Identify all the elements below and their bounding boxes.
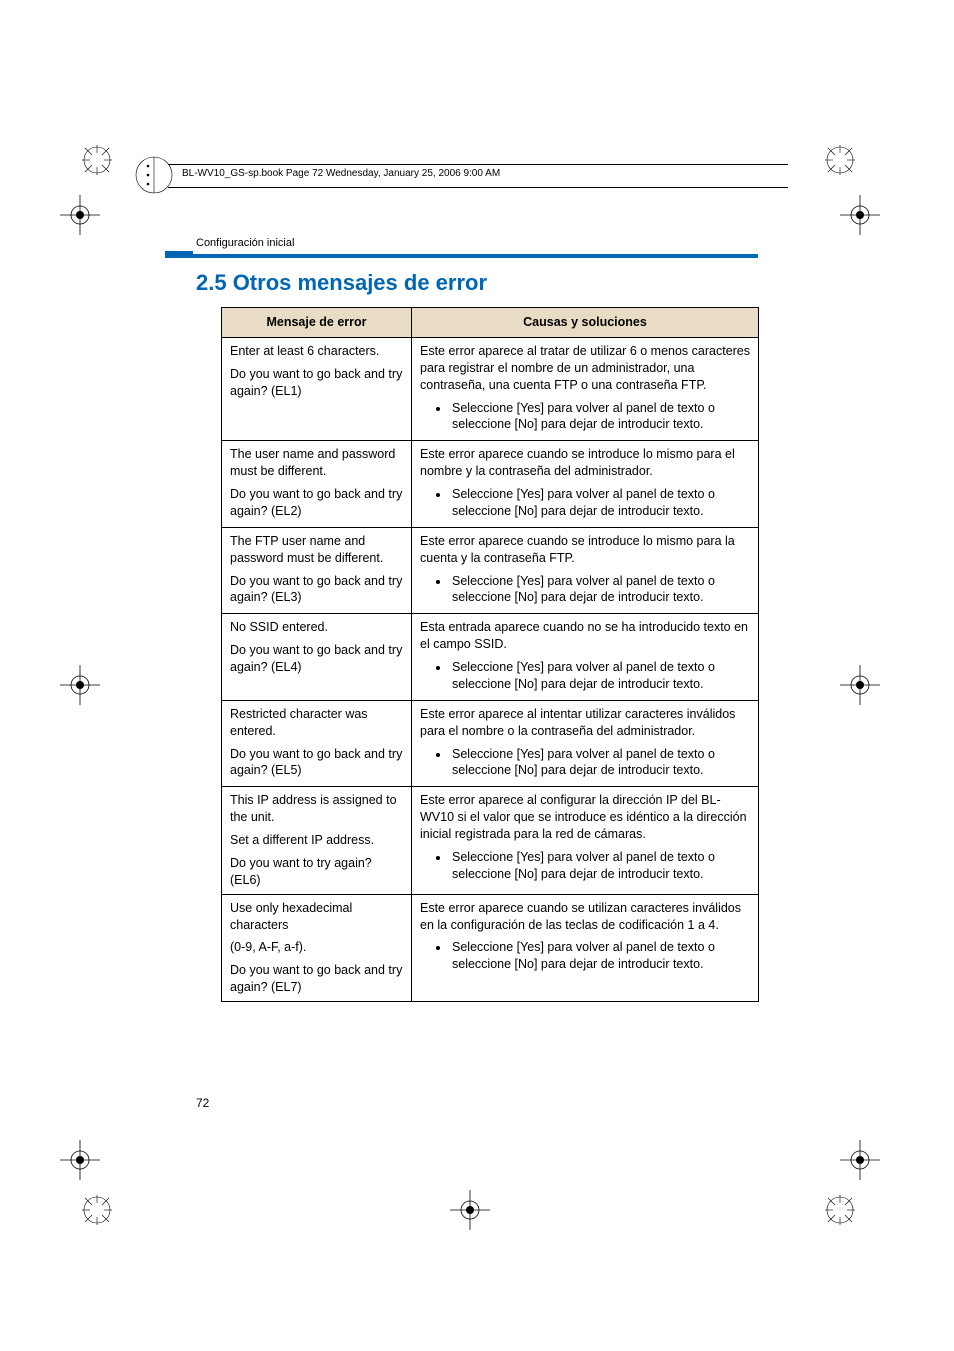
cause-cell: Este error aparece cuando se utilizan ca… [412,894,759,1001]
solution-list: Seleccione [Yes] para volver al panel de… [420,486,750,520]
col-header-message: Mensaje de error [222,308,412,338]
error-message-line: Do you want to go back and try again? (E… [230,573,403,607]
cause-cell: Este error aparece al tratar de utilizar… [412,337,759,440]
error-message-cell: The FTP user name and password must be d… [222,527,412,614]
solution-list: Seleccione [Yes] para volver al panel de… [420,746,750,780]
error-message-line: Restricted character was entered. [230,706,403,740]
cause-cell: Este error aparece cuando se introduce l… [412,441,759,528]
solution-list: Seleccione [Yes] para volver al panel de… [420,939,750,973]
print-mark-top-right [825,145,855,175]
table-row: No SSID entered. Do you want to go back a… [222,614,759,701]
cause-text: Este error aparece cuando se introduce l… [420,533,750,567]
error-message-line: Do you want to go back and try again? (E… [230,366,403,400]
solution-item: Seleccione [Yes] para volver al panel de… [450,659,750,693]
error-message-cell: This IP address is assigned to the unit.… [222,787,412,894]
crosshair-bottom-center [450,1190,490,1230]
error-message-line: Enter at least 6 characters. [230,343,403,360]
error-message-cell: Use only hexadecimal characters (0-9, A-F… [222,894,412,1001]
crosshair-bottom-right [840,1140,880,1180]
error-message-line: The user name and password must be diffe… [230,446,403,480]
error-message-cell: No SSID entered. Do you want to go back a… [222,614,412,701]
cause-text: Esta entrada aparece cuando no se ha int… [420,619,750,653]
col-header-cause: Causas y soluciones [412,308,759,338]
cause-text: Este error aparece al tratar de utilizar… [420,343,750,394]
cause-text: Este error aparece cuando se utilizan ca… [420,900,750,934]
page-number: 72 [196,1096,209,1110]
section-rule [165,254,758,258]
cause-cell: Este error aparece al intentar utilizar … [412,700,759,787]
cause-cell: Este error aparece cuando se introduce l… [412,527,759,614]
cause-text: Este error aparece al intentar utilizar … [420,706,750,740]
print-mark-bottom-right [825,1195,855,1225]
error-message-cell: Enter at least 6 characters. Do you want … [222,337,412,440]
error-message-line: The FTP user name and password must be d… [230,533,403,567]
page-title: 2.5 Otros mensajes de error [196,270,487,296]
error-message-line: No SSID entered. [230,619,403,636]
error-message-line: Use only hexadecimal characters [230,900,403,934]
header-running-text: BL-WV10_GS-sp.book Page 72 Wednesday, Ja… [182,168,500,179]
solution-item: Seleccione [Yes] para volver al panel de… [450,939,750,973]
error-message-line: This IP address is assigned to the unit. [230,792,403,826]
print-mark-top-left [82,145,112,175]
crosshair-mid-right [840,665,880,705]
solution-list: Seleccione [Yes] para volver al panel de… [420,400,750,434]
crosshair-mid-left [60,665,100,705]
error-message-line: (0-9, A-F, a-f). [230,939,403,956]
solution-item: Seleccione [Yes] para volver al panel de… [450,486,750,520]
solution-item: Seleccione [Yes] para volver al panel de… [450,573,750,607]
table-row: Enter at least 6 characters. Do you want … [222,337,759,440]
error-message-line: Do you want to go back and try again? (E… [230,642,403,676]
cause-cell: Esta entrada aparece cuando no se ha int… [412,614,759,701]
error-message-cell: Restricted character was entered. Do you … [222,700,412,787]
cause-cell: Este error aparece al configurar la dire… [412,787,759,894]
solution-item: Seleccione [Yes] para volver al panel de… [450,849,750,883]
crosshair-top-right [840,195,880,235]
solution-item: Seleccione [Yes] para volver al panel de… [450,400,750,434]
error-message-line: Do you want to go back and try again? (E… [230,486,403,520]
print-mark-bottom-left [82,1195,112,1225]
table-row: The FTP user name and password must be d… [222,527,759,614]
cause-text: Este error aparece cuando se introduce l… [420,446,750,480]
crosshair-top-left [60,195,100,235]
section-label: Configuración inicial [196,237,294,249]
solution-list: Seleccione [Yes] para volver al panel de… [420,849,750,883]
table-row: The user name and password must be diffe… [222,441,759,528]
solution-item: Seleccione [Yes] para volver al panel de… [450,746,750,780]
error-table: Mensaje de error Causas y soluciones Ent… [221,307,758,1002]
table-row: Use only hexadecimal characters (0-9, A-F… [222,894,759,1001]
error-message-cell: The user name and password must be diffe… [222,441,412,528]
error-message-line: Do you want to go back and try again? (E… [230,746,403,780]
error-message-line: Set a different IP address. [230,832,403,849]
table-row: This IP address is assigned to the unit.… [222,787,759,894]
error-message-line: Do you want to go back and try again? (E… [230,962,403,996]
solution-list: Seleccione [Yes] para volver al panel de… [420,659,750,693]
solution-list: Seleccione [Yes] para volver al panel de… [420,573,750,607]
cause-text: Este error aparece al configurar la dire… [420,792,750,843]
crosshair-bottom-left [60,1140,100,1180]
table-row: Restricted character was entered. Do you … [222,700,759,787]
error-message-line: Do you want to try again? (EL6) [230,855,403,889]
